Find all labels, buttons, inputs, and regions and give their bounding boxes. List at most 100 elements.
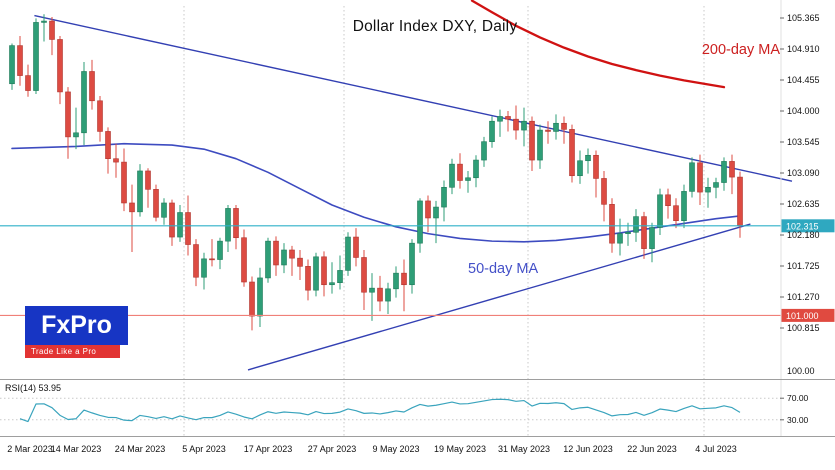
candle-body <box>185 212 191 245</box>
candle-body <box>129 202 135 213</box>
candle-body <box>281 249 287 266</box>
candle-body <box>153 189 159 218</box>
candle-body <box>297 257 303 267</box>
price-axis-label: 104.455 <box>787 75 820 85</box>
price-axis-label: 104.910 <box>787 44 820 54</box>
price-axis-label: 103.090 <box>787 168 820 178</box>
candle-body <box>345 236 351 271</box>
candle-body <box>577 160 583 177</box>
candle-body <box>209 258 215 261</box>
candle-body <box>449 163 455 188</box>
candle-body <box>465 177 471 181</box>
price-axis-label: 105.365 <box>787 13 820 23</box>
candle-body <box>193 244 199 278</box>
trendline-ascending-support[interactable] <box>247 223 751 371</box>
rsi-axis-label: 30.00 <box>787 415 809 425</box>
candle-body <box>609 204 615 244</box>
candle-body <box>25 75 31 91</box>
candle-body <box>737 176 743 227</box>
candle-body <box>705 187 711 193</box>
candle-body <box>65 91 71 138</box>
ma50-annotation: 50-day MA <box>468 261 539 277</box>
candle-body <box>353 236 359 258</box>
candle-body <box>673 205 679 221</box>
candle-body <box>489 120 495 142</box>
candle-body <box>505 116 511 120</box>
candle-body <box>225 208 231 242</box>
candle-body <box>529 120 535 161</box>
price-tag-label: 102.315 <box>786 221 819 231</box>
time-axis-label: 4 Jul 2023 <box>695 444 737 454</box>
candle-body <box>537 129 543 161</box>
price-axis[interactable]: 105.365 104.910 104.455 104.000 103.545 103.0… <box>780 13 820 376</box>
rsi-indicator-label: RSI(14) 53.95 <box>5 383 62 393</box>
candle-body <box>41 20 47 23</box>
candle-body <box>657 194 663 228</box>
price-axis-label: 104.000 <box>787 106 820 116</box>
candle-body <box>681 191 687 221</box>
candle-body <box>729 161 735 178</box>
trendline-descending-resistance[interactable] <box>34 14 793 182</box>
candle-body <box>217 240 223 260</box>
time-axis-label: 12 Jun 2023 <box>563 444 613 454</box>
candle-body <box>377 287 383 302</box>
candle-body <box>233 208 239 239</box>
candle-body <box>89 71 95 102</box>
rsi-axis-label: 70.00 <box>787 393 809 403</box>
candle-body <box>441 187 447 208</box>
fxpro-tagline-box: Trade Like a Pro <box>25 345 120 358</box>
candle-body <box>241 237 247 283</box>
candle-body <box>81 71 87 134</box>
fxpro-logo: FxPro Trade Like a Pro <box>25 306 128 358</box>
candle-body <box>289 249 295 259</box>
candle-body <box>689 162 695 192</box>
time-axis-label: 27 Apr 2023 <box>308 444 357 454</box>
ma200-annotation: 200-day MA <box>701 42 780 58</box>
candle-body <box>313 256 319 291</box>
candle-body <box>17 45 23 76</box>
candle-body <box>601 178 607 205</box>
time-axis-label: 17 Apr 2023 <box>244 444 293 454</box>
candle-body <box>617 233 623 244</box>
candle-body <box>641 216 647 249</box>
fxpro-logo-box: FxPro <box>25 306 128 345</box>
time-axis-label: 9 May 2023 <box>372 444 419 454</box>
ma200-line <box>470 0 726 89</box>
candle-body <box>649 227 655 249</box>
candle-body <box>481 141 487 161</box>
candle-body <box>561 122 567 130</box>
candle-body <box>409 242 415 286</box>
candle-body <box>169 202 175 238</box>
candle-body <box>513 118 519 131</box>
candle-body <box>121 161 127 204</box>
time-axis-label: 22 Jun 2023 <box>627 444 677 454</box>
candle-body <box>417 200 423 244</box>
time-axis-label: 5 Apr 2023 <box>182 444 226 454</box>
candle-body <box>569 129 575 177</box>
candlestick-series[interactable] <box>9 14 743 331</box>
candle-body <box>697 162 703 193</box>
candle-body <box>73 132 79 138</box>
candle-body <box>425 200 431 219</box>
candle-body <box>33 22 39 91</box>
candle-body <box>401 272 407 286</box>
candle-body <box>145 170 151 190</box>
price-axis-label: 102.635 <box>787 199 820 209</box>
price-axis-label: 100.00 <box>787 366 815 376</box>
candle-body <box>329 282 335 286</box>
price-axis-label: 102.180 <box>787 230 820 240</box>
price-axis-label: 100.815 <box>787 323 820 333</box>
candle-body <box>161 202 167 218</box>
candle-body <box>393 272 399 290</box>
chart-title: Dollar Index DXY, Daily <box>352 18 518 35</box>
candle-body <box>521 120 527 131</box>
time-axis-label: 14 Mar 2023 <box>51 444 102 454</box>
candle-body <box>257 277 263 317</box>
candle-body <box>49 20 55 40</box>
candle-body <box>385 288 391 302</box>
candle-body <box>625 231 631 234</box>
candle-body <box>57 39 63 93</box>
candle-body <box>321 256 327 286</box>
